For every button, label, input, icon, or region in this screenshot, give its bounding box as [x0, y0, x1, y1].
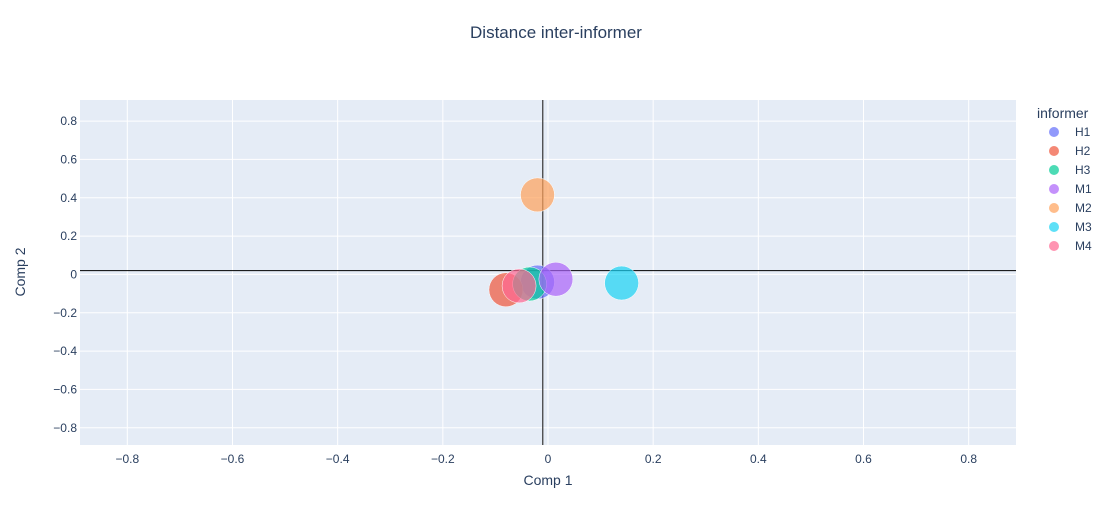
legend-label-h3: H3 [1075, 163, 1091, 177]
legend-label-m2: M2 [1075, 201, 1092, 215]
legend-marker-m2 [1049, 203, 1059, 213]
legend-marker-m3 [1049, 222, 1059, 232]
x-axis-title: Comp 1 [523, 472, 572, 488]
y-axis-title: Comp 2 [12, 247, 28, 296]
legend-label-h1: H1 [1075, 125, 1091, 139]
x-tick-label: 0.6 [855, 452, 872, 466]
y-tick-label: 0.8 [60, 114, 77, 128]
y-tick-label: −0.6 [53, 382, 77, 396]
x-tick-label: 0.2 [645, 452, 662, 466]
legend-marker-m1 [1049, 184, 1059, 194]
data-points [488, 177, 639, 307]
data-point-m1 [538, 261, 574, 297]
legend-label-m1: M1 [1075, 182, 1092, 196]
x-tick-label: −0.4 [326, 452, 350, 466]
y-tick-label: 0.6 [60, 152, 77, 166]
legend-label-m4: M4 [1075, 239, 1092, 253]
y-tick-label: −0.8 [53, 421, 77, 435]
data-point-m2 [520, 177, 555, 213]
y-tick-label: 0 [70, 267, 77, 281]
legend-marker-m4 [1049, 241, 1059, 251]
x-tick-label: −0.8 [115, 452, 139, 466]
legend-marker-h3 [1049, 165, 1059, 175]
y-axis-ticks: −0.8 −0.6 −0.4 −0.2 0 0.2 0.4 0.6 0.8 [53, 114, 77, 435]
legend-marker-h1 [1049, 127, 1059, 137]
legend: informer H1 H2 H3 M1 M2 M3 M4 [1037, 105, 1092, 253]
data-point-m4 [501, 268, 537, 304]
x-tick-label: 0.4 [750, 452, 767, 466]
x-axis-ticks: −0.8 −0.6 −0.4 −0.2 0 0.2 0.4 0.6 0.8 [115, 452, 977, 466]
y-tick-label: 0.2 [60, 229, 77, 243]
y-tick-label: 0.4 [60, 191, 77, 205]
x-tick-label: 0.8 [960, 452, 977, 466]
chart-title: Distance inter-informer [470, 23, 642, 42]
data-point-m3 [604, 265, 639, 301]
legend-marker-h2 [1049, 146, 1059, 156]
x-tick-label: −0.2 [431, 452, 455, 466]
y-tick-label: −0.2 [53, 306, 77, 320]
legend-label-m3: M3 [1075, 220, 1092, 234]
x-tick-label: 0 [545, 452, 552, 466]
legend-label-h2: H2 [1075, 144, 1091, 158]
y-tick-label: −0.4 [53, 344, 77, 358]
legend-title: informer [1037, 105, 1089, 121]
x-tick-label: −0.6 [221, 452, 245, 466]
